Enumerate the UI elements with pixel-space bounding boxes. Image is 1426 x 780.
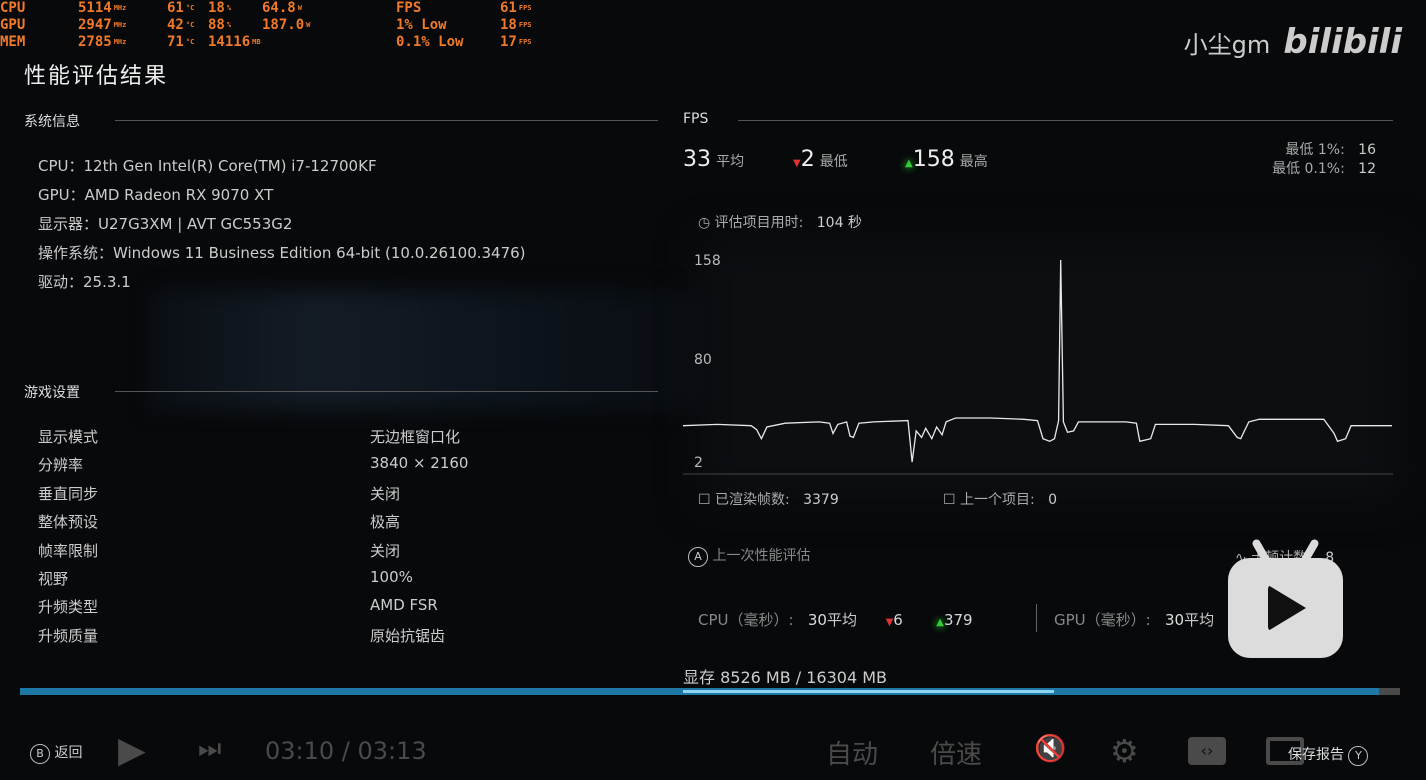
page-title: 性能评估结果 [24, 64, 169, 89]
setting-value: 关闭 [370, 484, 401, 503]
b-button-icon: B [30, 744, 50, 764]
y-tick-label: 158 [694, 253, 721, 269]
system-heading: 系统信息 [24, 114, 80, 130]
up-arrow-icon: ▲ [905, 158, 913, 169]
speed-button[interactable]: 倍速 [930, 740, 983, 770]
overlay-label: CPU [0, 0, 26, 16]
y-tick-label: 80 [694, 352, 712, 368]
overlay-stat_value: 17 FPS [500, 34, 532, 50]
settings-gear-icon[interactable]: ⚙ [1110, 732, 1139, 770]
overlay-power [262, 34, 264, 51]
y-tick-label: 2 [694, 455, 703, 471]
y-button-icon: Y [1348, 746, 1369, 766]
overlay-clock: 2947 MHz [78, 17, 127, 33]
overlay-temp: 71 °C [167, 34, 195, 50]
fps-heading: FPS [683, 111, 709, 127]
system-info-line: CPU：12th Gen Intel(R) Core(TM) i7-12700K… [38, 157, 377, 175]
fullscreen-icon[interactable] [1266, 737, 1304, 765]
setting-label: 升频类型 [38, 598, 99, 617]
overlay-temp: 61 °C [167, 0, 195, 16]
setting-label: 显示模式 [38, 428, 99, 446]
overlay-label: MEM [0, 34, 26, 50]
system-info-line: 显示器：U27G3XM | AVT GC553G2 [38, 215, 293, 233]
vram-usage: 显存 8526 MB / 16304 MB [683, 668, 888, 687]
fps-chart: 158 80 2 [683, 253, 1393, 475]
setting-value: 3840 × 2160 [370, 454, 469, 473]
setting-label: 分辨率 [38, 456, 84, 475]
cpu-frametime: CPU（毫秒）: 30平均 ▼6 ▲379 [698, 611, 973, 629]
setting-value: 极高 [370, 513, 401, 532]
overlay-clock: 2785 MHz [78, 34, 127, 50]
widescreen-icon[interactable]: ‹› [1188, 737, 1226, 765]
overlay-load: 14116 MB [208, 34, 261, 50]
down-arrow-icon: ▼ [793, 158, 801, 169]
uploader-name: 小尘gm [1183, 31, 1271, 59]
setting-value: 关闭 [370, 541, 401, 560]
next-button[interactable]: ⏭ [198, 734, 222, 764]
frames-rendered: ☐ 已渲染帧数: 3379 [698, 492, 839, 508]
setting-label: 帧率限制 [38, 541, 99, 560]
mute-icon[interactable]: 🔇 [1034, 734, 1067, 764]
fps-avg: 33 平均 [683, 147, 745, 172]
overlay-stat: FPS [396, 0, 422, 16]
time-display: 03:10 / 03:13 [265, 737, 427, 765]
setting-value: 原始抗锯齿 [370, 626, 446, 645]
overlay-power: 64.8 W [262, 0, 302, 16]
overlay-stat: 0.1% Low [396, 34, 464, 50]
overlay-clock: 5114 MHz [78, 0, 127, 16]
overlay-stat_value: 61 FPS [500, 0, 532, 16]
fps-min: ▼2 最低 [793, 147, 848, 172]
background-blur [700, 240, 1400, 500]
overlay-load: 18% [208, 0, 232, 16]
overlay-label: GPU [0, 17, 26, 33]
background-blur [150, 290, 710, 410]
vram-bar [683, 690, 1055, 693]
previous-item: ☐ 上一个项目: 0 [943, 492, 1058, 508]
setting-value: 无边框窗口化 [370, 428, 461, 446]
a-button-icon: A [688, 547, 708, 567]
overlay-stat: 1% Low [396, 17, 447, 33]
clock-icon: ◷ [698, 215, 711, 231]
overlay-power: 187.0 W [262, 17, 311, 33]
setting-label: 视野 [38, 570, 69, 588]
fps-max: ▲158 最高 [905, 147, 988, 172]
setting-label: 升频质量 [38, 626, 99, 645]
play-pause-button[interactable]: ▶ [118, 730, 146, 771]
setting-value: 100% [370, 568, 413, 586]
game-settings-heading: 游戏设置 [24, 385, 80, 401]
setting-label: 垂直同步 [38, 484, 99, 503]
fps-series-line [683, 259, 1392, 463]
overlay-stat_value: 18 FPS [500, 17, 532, 33]
bilibili-play-button[interactable] [1228, 558, 1343, 658]
setting-value: AMD FSR [370, 596, 438, 615]
duration: ◷ 评估项目用时: 104 秒 [698, 215, 862, 231]
system-info-line: 操作系统：Windows 11 Business Edition 64-bit … [38, 244, 526, 262]
overlay-temp: 42 °C [167, 17, 195, 33]
quality-button[interactable]: 自动 [826, 740, 879, 770]
save-report-button[interactable]: 保存报告 Y [1288, 744, 1369, 766]
system-info-line: GPU：AMD Radeon RX 9070 XT [38, 186, 274, 204]
overlay-load: 88% [208, 17, 232, 33]
back-button[interactable]: B 返回 [30, 742, 82, 764]
setting-label: 整体预设 [38, 513, 99, 532]
fps-lows: 最低 1%: 16 最低 0.1%: 12 [1272, 142, 1376, 177]
pulse-icon: ∿ [1235, 550, 1247, 566]
watermark: 小尘gm bilibili [1184, 22, 1402, 62]
play-icon [1268, 585, 1306, 631]
bilibili-logo: bilibili [1283, 22, 1402, 62]
last-evaluation-button[interactable]: A 上一次性能评估 [688, 545, 810, 567]
system-info-line: 驱动：25.3.1 [38, 273, 131, 291]
